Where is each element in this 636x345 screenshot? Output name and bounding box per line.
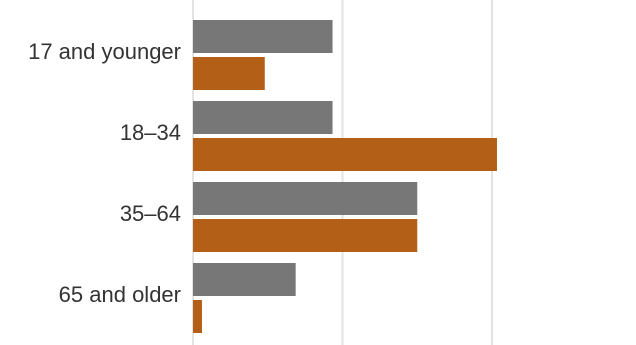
bar-1-series-1 [193, 138, 497, 171]
category-labels: 17 and younger 18–34 35–64 65 and older [28, 39, 181, 307]
bar-3-series-0 [193, 263, 296, 296]
bar-3-series-1 [193, 300, 202, 333]
category-label-2: 35–64 [120, 201, 181, 226]
bar-2-series-1 [193, 219, 418, 252]
category-label-1: 18–34 [120, 120, 181, 145]
bar-0-series-1 [193, 57, 265, 90]
bars-layer [193, 20, 497, 333]
category-label-3: 65 and older [59, 282, 181, 307]
bar-2-series-0 [193, 182, 418, 215]
bar-0-series-0 [193, 20, 333, 53]
bar-1-series-0 [193, 101, 333, 134]
category-label-0: 17 and younger [28, 39, 181, 64]
